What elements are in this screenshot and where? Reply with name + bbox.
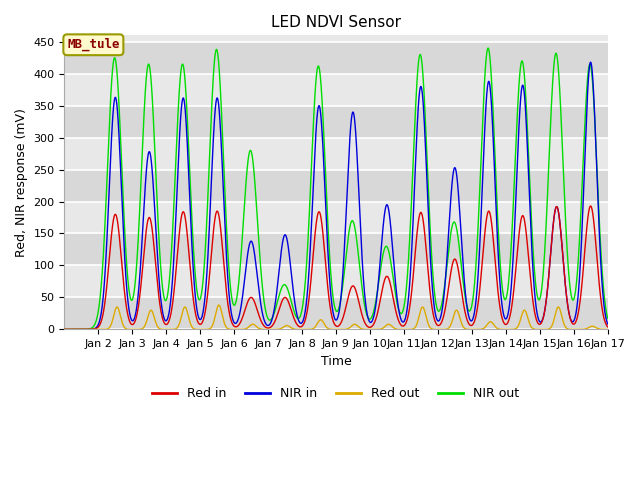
Text: MB_tule: MB_tule (67, 38, 120, 51)
Bar (65, 74, 607, 106)
X-axis label: Time: Time (321, 355, 351, 368)
Y-axis label: Red, NIR response (mV): Red, NIR response (mV) (15, 108, 28, 257)
Title: LED NDVI Sensor: LED NDVI Sensor (271, 15, 401, 30)
Bar (65, 42, 607, 74)
Bar (65, 202, 607, 233)
Bar (65, 298, 607, 329)
Bar (65, 138, 607, 169)
Bar (65, 106, 607, 138)
Bar (65, 169, 607, 202)
Legend: Red in, NIR in, Red out, NIR out: Red in, NIR in, Red out, NIR out (147, 383, 525, 406)
Bar (65, 233, 607, 265)
Bar (65, 265, 607, 298)
